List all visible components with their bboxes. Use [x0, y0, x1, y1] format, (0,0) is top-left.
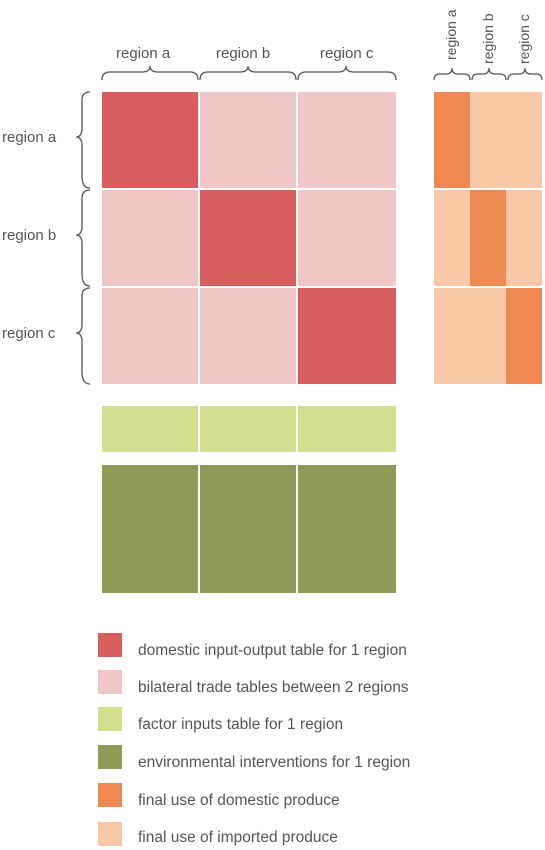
matrix-cell-a-c	[298, 92, 396, 188]
factor-inputs-cell-c	[298, 406, 396, 452]
matrix-cell-c-b	[200, 288, 296, 384]
column-header-region-c: region c	[320, 45, 374, 62]
row-header-region-c: region c	[2, 325, 56, 342]
legend-swatch-domestic-io	[98, 633, 122, 657]
legend-label-domestic-io: domestic input-output table for 1 region	[138, 642, 407, 659]
legend-swatch-factor-inputs	[98, 707, 122, 731]
legend-swatch-bilateral-trade	[98, 670, 122, 694]
column-header-region-a: region a	[116, 45, 171, 62]
matrix-cell-c-a	[102, 288, 198, 384]
environmental-cell-c	[298, 465, 396, 593]
legend-swatch-final-imported	[98, 822, 122, 846]
final-demand-cell-c-ab	[434, 288, 506, 384]
final-demand-cell-b-a	[434, 190, 470, 286]
legend-label-factor-inputs: factor inputs table for 1 region	[138, 716, 344, 733]
matrix-cell-a-b	[200, 92, 296, 188]
row-header-region-a: region a	[2, 129, 57, 146]
factor-inputs-cell-a	[102, 406, 198, 452]
matrix-cell-b-a	[102, 190, 198, 286]
environmental-cell-a	[102, 465, 198, 593]
matrix-cell-b-b	[200, 190, 296, 286]
final-demand-cell-a-bc	[470, 92, 542, 188]
final-demand-cell-b-c	[506, 190, 542, 286]
legend-label-environmental: environmental interventions for 1 region	[138, 754, 411, 771]
final-demand-cell-c-c	[506, 288, 542, 384]
legend-label-bilateral-trade: bilateral trade tables between 2 regions	[138, 679, 409, 696]
column-header-region-b: region b	[216, 45, 271, 62]
legend-label-final-domestic: final use of domestic produce	[138, 792, 340, 809]
matrix-cell-b-c	[298, 190, 396, 286]
matrix-cell-a-a	[102, 92, 198, 188]
legend-swatch-final-domestic	[98, 783, 122, 807]
environmental-cell-b	[200, 465, 296, 593]
legend-swatch-environmental	[98, 745, 122, 769]
final-demand-cell-a-a	[434, 92, 470, 188]
factor-inputs-cell-b	[200, 406, 296, 452]
final-demand-cell-b-b	[470, 190, 506, 286]
legend-label-final-imported: final use of imported produce	[138, 829, 338, 846]
row-header-region-b: region b	[2, 227, 57, 244]
matrix-cell-c-c	[298, 288, 396, 384]
